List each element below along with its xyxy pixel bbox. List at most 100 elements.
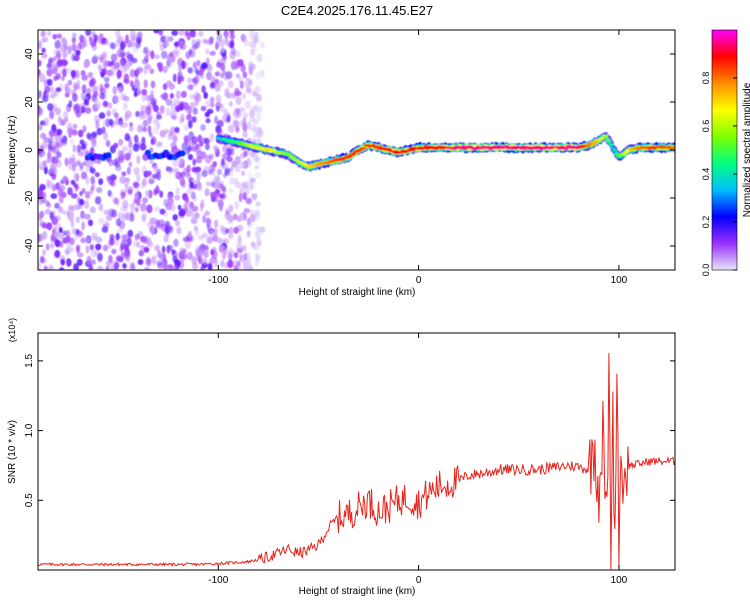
noise-cell bbox=[204, 111, 210, 118]
noise-cell bbox=[226, 156, 233, 163]
noise-cell bbox=[176, 226, 182, 235]
noise-cell bbox=[205, 48, 210, 55]
noise-cell bbox=[253, 243, 260, 251]
noise-cell bbox=[207, 262, 213, 270]
noise-cell bbox=[257, 95, 263, 102]
noise-cell bbox=[198, 70, 204, 76]
noise-cell bbox=[191, 116, 196, 123]
noise-cell bbox=[48, 129, 56, 138]
noise-cell bbox=[133, 181, 140, 189]
noise-cell bbox=[75, 228, 80, 235]
noise-cell bbox=[44, 92, 49, 100]
noise-cell bbox=[103, 209, 110, 216]
noise-cell bbox=[240, 245, 247, 252]
noise-cell bbox=[80, 172, 86, 180]
noise-cell bbox=[219, 103, 225, 113]
noise-cell bbox=[138, 250, 145, 257]
y-tick-label: 0.5 bbox=[24, 493, 35, 507]
noise-cell bbox=[134, 192, 140, 200]
noise-cell bbox=[116, 49, 123, 58]
noise-cell bbox=[81, 187, 86, 194]
noise-cell bbox=[143, 79, 148, 89]
noise-cell bbox=[200, 265, 206, 270]
ridge-cell bbox=[672, 146, 675, 150]
noise-cell bbox=[38, 142, 41, 148]
noise-cell bbox=[79, 34, 84, 43]
noise-cell bbox=[188, 201, 195, 209]
noise-cell bbox=[146, 170, 152, 177]
noise-cell bbox=[240, 33, 246, 42]
noise-cell bbox=[120, 243, 125, 251]
noise-cell bbox=[223, 108, 228, 116]
ridge-cell bbox=[596, 139, 602, 142]
noise-cell bbox=[132, 32, 137, 39]
noise-cell bbox=[177, 75, 182, 85]
noise-cell bbox=[54, 39, 61, 49]
noise-cell bbox=[50, 62, 56, 69]
noise-cell bbox=[123, 73, 130, 82]
noise-cell bbox=[75, 244, 81, 251]
noise-cell bbox=[76, 144, 81, 153]
noise-cell bbox=[196, 59, 201, 67]
noise-cell bbox=[178, 251, 185, 260]
noise-cell bbox=[163, 211, 169, 218]
noise-cell bbox=[254, 172, 262, 179]
noise-cell bbox=[85, 176, 90, 185]
noise-cell bbox=[73, 203, 79, 211]
noise-cell bbox=[226, 112, 231, 121]
noise-cell bbox=[170, 103, 177, 111]
noise-cell bbox=[195, 156, 203, 164]
noise-cell bbox=[55, 73, 61, 80]
noise-cell bbox=[249, 106, 256, 115]
noise-cell bbox=[201, 62, 208, 70]
noise-cell bbox=[106, 240, 112, 249]
snr-series-line bbox=[38, 352, 675, 570]
noise-cell bbox=[181, 142, 188, 151]
noise-cell bbox=[38, 40, 42, 50]
noise-cell bbox=[224, 87, 230, 94]
noise-cell bbox=[139, 110, 144, 117]
noise-cell bbox=[220, 259, 225, 268]
noise-cell bbox=[38, 107, 43, 116]
noise-cell bbox=[127, 186, 133, 194]
noise-cell bbox=[175, 90, 181, 100]
noise-cell bbox=[72, 82, 79, 91]
snr-frame bbox=[37, 332, 676, 571]
noise-cell bbox=[75, 110, 82, 118]
noise-cell bbox=[103, 68, 107, 75]
colorbar-frame bbox=[711, 29, 738, 271]
noise-cell bbox=[70, 218, 75, 228]
noise-cell bbox=[77, 159, 81, 165]
noise-cell bbox=[113, 95, 120, 104]
ridge-cell bbox=[307, 165, 313, 168]
noise-cell bbox=[54, 239, 61, 248]
noise-cell bbox=[196, 180, 201, 189]
noise-cell bbox=[101, 226, 109, 233]
noise-cell bbox=[166, 245, 171, 254]
noise-cell bbox=[229, 30, 235, 36]
noise-cell bbox=[166, 58, 171, 68]
noise-cell bbox=[141, 89, 148, 96]
noise-cell bbox=[205, 118, 211, 124]
noise-cell bbox=[236, 242, 242, 250]
noise-cell bbox=[204, 137, 209, 144]
noise-cell bbox=[48, 264, 54, 270]
noise-cell bbox=[141, 58, 149, 65]
noise-cell bbox=[91, 95, 97, 102]
noise-cell bbox=[229, 41, 235, 49]
noise-cell bbox=[179, 102, 184, 111]
noise-cell bbox=[255, 131, 261, 138]
noise-cell bbox=[65, 235, 71, 243]
ridge-cell bbox=[612, 149, 618, 152]
noise-cell bbox=[55, 249, 61, 258]
noise-cell bbox=[184, 199, 190, 207]
noise-cell bbox=[136, 173, 141, 183]
noise-cell bbox=[159, 105, 165, 114]
noise-cell bbox=[79, 102, 87, 111]
noise-cell bbox=[50, 193, 58, 200]
noise-cell bbox=[78, 129, 84, 138]
noise-cell bbox=[40, 132, 47, 139]
noise-cell bbox=[129, 122, 134, 128]
noise-cell bbox=[190, 216, 197, 224]
noise-cell bbox=[234, 90, 242, 96]
